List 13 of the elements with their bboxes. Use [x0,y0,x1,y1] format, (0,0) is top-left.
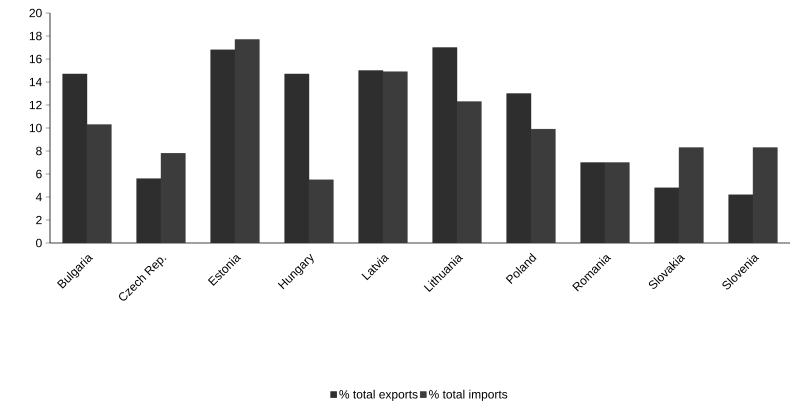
legend-label: % total imports [429,390,508,401]
y-tick-label: 10 [30,124,42,132]
y-tick-label: 4 [36,192,42,202]
legend-label: % total exports [339,390,418,401]
y-tick-label: 16 [30,54,42,64]
y-tick-label: 20 [30,8,42,18]
y-tick-label: 2 [36,216,42,224]
y-tick-label: 8 [36,146,42,156]
y-tick-label: 6 [36,170,42,178]
y-tick-label: 0 [36,238,42,248]
y-tick-label: 14 [30,78,42,86]
y-tick-label: 18 [30,32,42,40]
y-tick-label: 12 [30,100,42,110]
